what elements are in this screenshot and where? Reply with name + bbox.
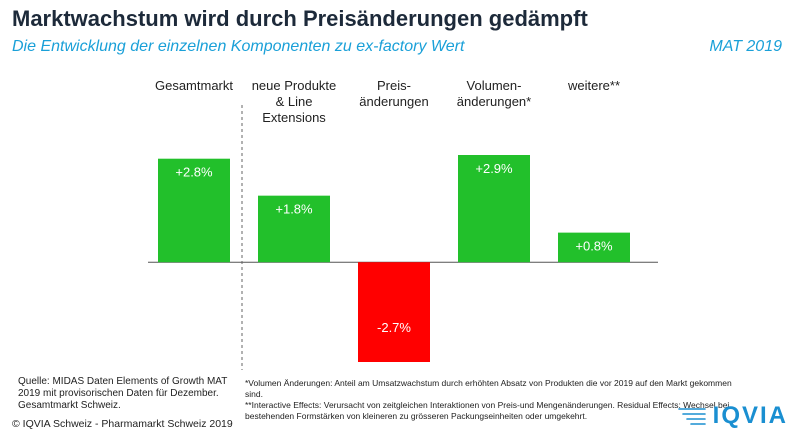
bar-0 [158,158,230,263]
iqvia-logo-icon [677,408,706,425]
copyright: © IQVIA Schweiz - Pharmamarkt Schweiz 20… [12,418,233,430]
source-note: Quelle: MIDAS Daten Elements of Growth M… [18,376,228,411]
bar-value-label: +0.8% [575,239,613,254]
bar-3 [458,155,530,263]
bar-1 [258,195,330,263]
category-label: Gesamtmarkt [155,78,233,93]
bar-4 [558,232,630,263]
footnotes: *Volumen Änderungen: Anteil am Umsatzwac… [245,378,745,422]
category-label: Volumen-änderungen* [457,78,531,109]
bar-value-label: +2.9% [475,161,513,176]
footnote-interactive: **Interactive Effects: Verursacht von ze… [245,400,730,421]
page-title: Marktwachstum wird durch Preisänderungen… [12,6,588,31]
category-label: Preis-änderungen [359,78,428,109]
period-label: MAT 2019 [709,38,782,55]
bar-2 [358,262,430,362]
category-label: neue Produkte & Line Extensions [252,78,337,125]
logo-text: IQVIA [712,402,788,429]
bar-value-label: -2.7% [377,320,411,335]
bar-value-label: +2.8% [175,165,213,180]
growth-bar-chart: +2.8% Gesamtmarkt +1.8% neue Produkte & Line… [148,78,658,370]
page-subtitle: Die Entwicklung der einzelnen Komponente… [12,38,465,55]
footnote-volume: *Volumen Änderungen: Anteil am Umsatzwac… [245,378,732,399]
iqvia-logo: IQVIA [677,402,788,430]
bar-value-label: +1.8% [275,202,313,217]
category-label: weitere** [567,78,620,93]
